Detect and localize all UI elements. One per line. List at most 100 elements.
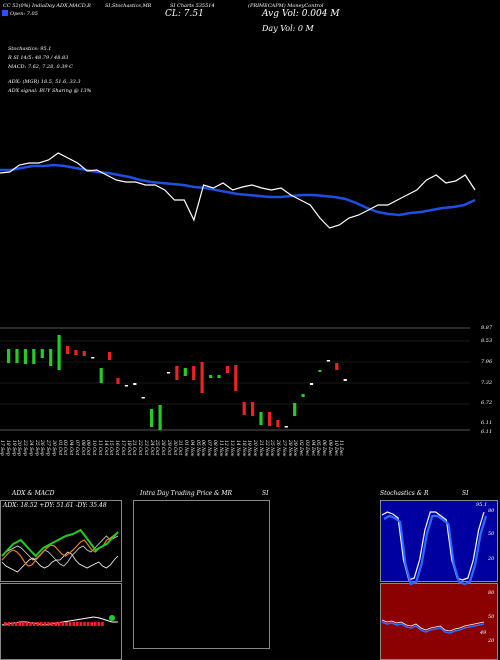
candle (32, 349, 36, 364)
stoch-tick-80: 80 (488, 508, 495, 514)
candle (141, 397, 145, 399)
candle (82, 351, 86, 356)
blue-marker-icon (2, 10, 8, 16)
minus-di-line (1, 551, 119, 573)
stoch-white-line (381, 511, 485, 581)
macd-bar (11, 622, 14, 626)
open-label: Open: 7.05 (10, 11, 38, 17)
candle (108, 352, 112, 360)
macd-bar (68, 622, 72, 626)
macd-bar (29, 622, 32, 626)
macd-bar (61, 622, 65, 626)
macd-bar (97, 622, 101, 626)
price-line (0, 152, 476, 229)
rsi-label: R SI 14/5: 48.79 / 48.83 (8, 55, 69, 61)
adx-signal-label: ADX signal: BUY Sharing @ 13% (8, 88, 92, 94)
macd-bar (47, 622, 50, 626)
stoch-corner: 95.1 (476, 502, 488, 508)
macd-bar (22, 622, 25, 626)
moving-average-line (0, 163, 476, 217)
candle (133, 383, 137, 385)
candle (23, 349, 27, 364)
macd-bar (54, 622, 57, 626)
candle (343, 379, 347, 381)
day-vol-label: Day Vol: 0 M (262, 24, 314, 33)
candle (15, 349, 19, 363)
macd-bar (4, 622, 7, 626)
candle (234, 365, 238, 391)
macd-label: MACD: 7.62, 7.28, 0.39 C (8, 64, 74, 70)
price-tick-1: 8.87 (481, 325, 493, 331)
macd-bar (7, 622, 11, 626)
candle (251, 402, 255, 416)
stoch-tick-50: 50 (488, 531, 495, 537)
macd-bar (94, 622, 97, 626)
candle (150, 409, 154, 427)
rsi-panel (380, 583, 498, 660)
price-tick-2: 8.53 (481, 338, 493, 344)
rsi-white-line (381, 619, 485, 632)
candle (124, 385, 128, 387)
intra-panel-title-b: SI (262, 490, 269, 497)
candle (49, 349, 53, 366)
intra-panel-title: Intra Day Trading Price & MR (140, 490, 233, 497)
candle (217, 375, 221, 378)
macd-bar (14, 622, 18, 626)
candle (65, 346, 70, 354)
candles (7, 335, 347, 430)
macd-bar (72, 622, 75, 626)
candle (301, 394, 305, 397)
candle (40, 349, 44, 358)
candle (74, 350, 78, 355)
price-tick-3: 7.96 (481, 359, 493, 365)
macd-bar (101, 622, 104, 626)
macd-bar (76, 622, 79, 626)
adx-label: ADX: (MGR) 18.5, 51.6, 33.3 (8, 79, 81, 85)
rsi-tick-20: 20 (488, 638, 495, 644)
candle (259, 412, 263, 425)
adx-orange-line (1, 531, 119, 567)
macd-bar (50, 622, 54, 626)
candle (116, 378, 120, 384)
adx-green-line (1, 528, 119, 558)
candle (7, 349, 11, 363)
macd-bar (18, 622, 21, 626)
candle (267, 412, 272, 426)
macd-bar (90, 622, 93, 626)
header-line1d: (PRIMECAPM) MoneyControl (248, 3, 324, 9)
price-tick-6: 6.11 (481, 420, 493, 426)
adx-values: ADX: 18.52 +DY: 51.61 -DY: 35.48 (3, 502, 107, 509)
macd-bar (32, 622, 36, 626)
avg-vol-label: Avg Vol: 0.004 M (262, 9, 340, 19)
rsi-tick-80: 80 (488, 590, 495, 596)
macd-bar (65, 622, 68, 626)
candle (326, 360, 330, 362)
candle (225, 366, 229, 373)
stoch-panel-title-b: SI (462, 490, 469, 497)
macd-bar (86, 622, 90, 626)
intra-day-panel (133, 500, 270, 649)
close-label: CL: 7.51 (165, 9, 204, 19)
macd-bar (36, 622, 39, 626)
macd-bar (25, 622, 29, 626)
stoch-panel-title: Stochastics & R (380, 490, 429, 497)
stoch-blue-line (383, 514, 488, 586)
candle (276, 420, 280, 427)
candle (284, 426, 288, 428)
price-tick-5: 6.72 (481, 400, 493, 406)
macd-bar (43, 622, 47, 626)
candle (200, 362, 204, 393)
price-tick-7: 6.11 (481, 429, 493, 435)
header-title-a: CC 52(0%) IndiaDay ADX,MACD,B (3, 3, 91, 9)
stoch-tick-20: 20 (488, 556, 495, 562)
candle (209, 375, 213, 378)
rsi-tick-50: 50 (488, 614, 495, 620)
rsi-blue-line (381, 621, 485, 634)
macd-histogram (4, 622, 104, 626)
macd-bar (79, 622, 83, 626)
macd-signal-dot (109, 615, 115, 621)
rsi-corner: 49 (480, 630, 487, 636)
header-line1: CC 52(0%) IndiaDay ADX,MACD,B (3, 3, 91, 9)
